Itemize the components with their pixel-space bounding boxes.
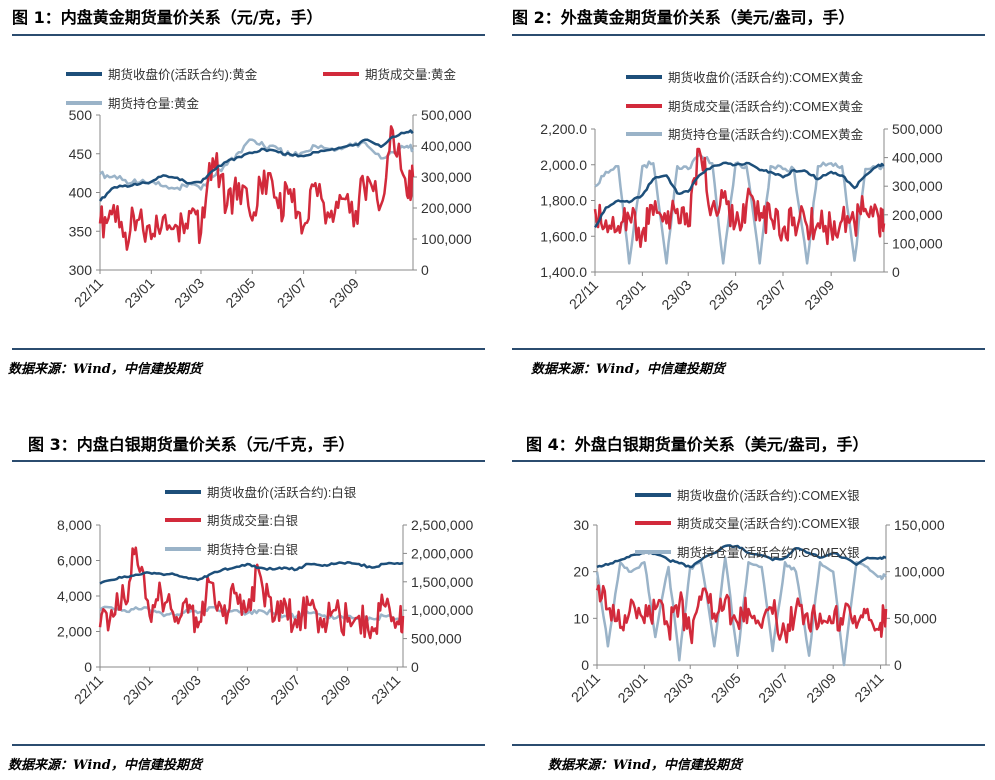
figure-4-title: 图 4：外盘白银期货量价关系（美元/盎司，手）	[526, 435, 869, 454]
left-tick-label: 2,200.0	[540, 121, 587, 137]
x-tick-label: 22/11	[568, 670, 604, 706]
left-tick-label: 2,000.0	[540, 157, 587, 173]
left-tick-label: 1,400.0	[540, 264, 587, 280]
figure-1-bottom-rule	[12, 348, 485, 350]
legend-label-volume: 期货成交量:白银	[207, 513, 298, 528]
left-tick-label: 8,000	[57, 517, 92, 533]
right-tick-label: 100,000	[892, 235, 943, 251]
right-tick-label: 500,000	[411, 631, 462, 647]
left-tick-label: 350	[69, 223, 93, 239]
left-tick-label: 4,000	[57, 588, 92, 604]
series-line-volume	[98, 125, 415, 251]
series-line-volume	[595, 584, 888, 645]
right-tick-label: 400,000	[892, 150, 943, 166]
left-tick-label: 10	[573, 610, 589, 626]
left-tick-label: 1,600.0	[540, 228, 587, 244]
x-tick-label: 23/09	[803, 670, 839, 706]
figure-2-title: 图 2：外盘黄金期货量价关系（美元/盎司，手）	[512, 8, 855, 27]
figure-2-bottom-rule	[512, 348, 985, 350]
left-tick-label: 20	[573, 564, 589, 580]
series-line-price	[593, 161, 885, 229]
right-tick-label: 0	[894, 657, 902, 673]
figure-4-source: 数据来源：Wind，中信建投期货	[548, 758, 742, 773]
left-tick-label: 1,800.0	[540, 193, 587, 209]
legend-label-open-interest: 期货持仓量:白银	[207, 542, 298, 557]
figure-4-bottom-rule	[512, 744, 985, 746]
right-tick-label: 0	[421, 262, 429, 278]
right-tick-label: 0	[411, 659, 419, 675]
series-line-open-interest	[99, 138, 415, 191]
right-tick-label: 100,000	[894, 564, 945, 580]
right-tick-label: 150,000	[894, 517, 945, 533]
right-tick-label: 50,000	[894, 610, 937, 626]
right-tick-label: 1,500,000	[411, 574, 473, 590]
right-tick-label: 200,000	[421, 200, 472, 216]
left-tick-label: 400	[69, 185, 93, 201]
series-line-open-interest	[595, 556, 887, 667]
figure-3-title: 图 3：内盘白银期货量价关系（元/千克，手）	[28, 435, 355, 454]
left-tick-label: 300	[69, 262, 93, 278]
right-tick-label: 1,000,000	[411, 602, 473, 618]
right-tick-label: 2,500,000	[411, 517, 473, 533]
left-tick-label: 500	[69, 107, 93, 123]
series-line-open-interest	[594, 153, 885, 265]
legend-label-open-interest: 期货持仓量(活跃合约):COMEX银	[677, 545, 860, 560]
series-line-volume	[98, 546, 405, 640]
right-tick-label: 500,000	[892, 121, 943, 137]
right-tick-label: 2,000,000	[411, 545, 473, 561]
legend-label-volume: 期货成交量(活跃合约):COMEX银	[677, 516, 860, 531]
x-tick-label: 23/07	[755, 670, 791, 706]
figure-3-bottom-rule	[12, 744, 485, 746]
right-tick-label: 300,000	[421, 169, 472, 185]
left-tick-label: 0	[84, 659, 92, 675]
figure-2-top-rule	[512, 34, 985, 36]
legend-label-price: 期货收盘价(活跃合约):COMEX银	[677, 488, 860, 503]
right-tick-label: 300,000	[892, 178, 943, 194]
figure-1-title: 图 1：内盘黄金期货量价关系（元/克，手）	[12, 8, 323, 27]
figure-2-source: 数据来源：Wind，中信建投期货	[531, 362, 725, 377]
series-line-volume	[593, 147, 886, 249]
left-tick-label: 2,000	[57, 624, 92, 640]
series-line-price	[99, 561, 404, 585]
figure-1-top-rule	[12, 34, 485, 36]
legend-label-price: 期货收盘价(活跃合约):黄金	[108, 67, 258, 82]
legend-label-price: 期货收盘价(活跃合约):COMEX黄金	[668, 70, 864, 85]
left-tick-label: 0	[581, 657, 589, 673]
figure-3-top-rule	[12, 460, 485, 462]
x-tick-label: 23/05	[708, 670, 744, 706]
x-tick-label: 23/03	[660, 670, 696, 706]
series-line-price	[98, 129, 414, 202]
legend-label-price: 期货收盘价(活跃合约):白银	[207, 485, 357, 500]
figure-3-source: 数据来源：Wind，中信建投期货	[8, 758, 202, 773]
legend-label-volume: 期货成交量(活跃合约):COMEX黄金	[668, 99, 864, 114]
right-tick-label: 500,000	[421, 107, 472, 123]
x-tick-label: 23/11	[851, 670, 887, 706]
legend-label-open-interest: 期货持仓量(活跃合约):COMEX黄金	[668, 127, 864, 142]
right-tick-label: 0	[892, 264, 900, 280]
x-tick-label: 23/01	[614, 670, 650, 706]
left-tick-label: 6,000	[57, 553, 92, 569]
right-tick-label: 100,000	[421, 231, 472, 247]
legend-label-open-interest: 期货持仓量:黄金	[108, 96, 199, 111]
left-tick-label: 450	[69, 146, 93, 162]
legend-label-volume: 期货成交量:黄金	[365, 67, 456, 82]
right-tick-label: 400,000	[421, 138, 472, 154]
figure-1-source: 数据来源：Wind，中信建投期货	[8, 362, 202, 377]
right-tick-label: 200,000	[892, 207, 943, 223]
figure-4-top-rule	[512, 460, 985, 462]
left-tick-label: 30	[573, 517, 589, 533]
